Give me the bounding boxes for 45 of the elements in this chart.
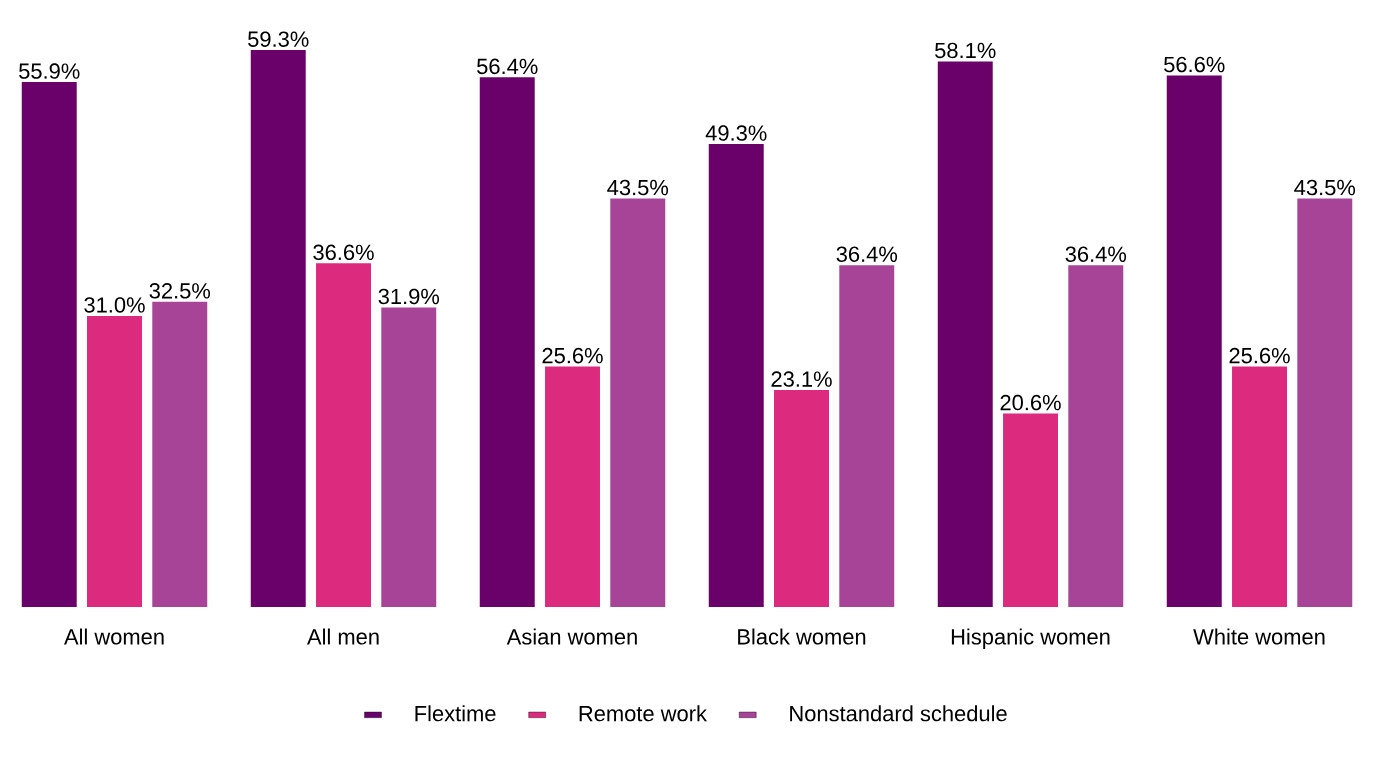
bar [708, 144, 764, 607]
data-label: 43.5% [607, 179, 669, 196]
data-label: 36.4% [836, 246, 898, 262]
data-label: 56.4% [477, 58, 538, 75]
bar [1232, 366, 1287, 607]
bar [316, 263, 371, 607]
bar [381, 307, 437, 607]
data-label: 59.3% [248, 31, 309, 47]
data-label: 20.6% [1000, 394, 1061, 411]
bar [479, 77, 535, 607]
bar [610, 198, 666, 607]
data-label: 23.1% [771, 371, 832, 387]
x-tick-label: All women [64, 628, 164, 645]
bar [21, 82, 77, 607]
bar [937, 61, 993, 607]
data-label: 56.6% [1164, 56, 1225, 73]
data-label: 25.6% [1229, 347, 1290, 364]
x-tick-label: Asian women [506, 628, 637, 645]
x-tick-label: All men [307, 628, 379, 645]
x-tick-label: Black women [738, 628, 866, 645]
legend-label: Remote work [579, 705, 708, 722]
data-label: 58.1% [935, 42, 996, 59]
data-label: 31.0% [84, 297, 145, 313]
bar [152, 301, 208, 607]
x-tick-label: White women [1193, 628, 1325, 645]
data-label: 36.4% [1065, 246, 1127, 262]
bar [1166, 75, 1222, 607]
bar [250, 50, 306, 607]
bar [774, 390, 829, 607]
data-label: 36.6% [313, 244, 374, 261]
data-label: 25.6% [542, 347, 603, 364]
legend-label: Flextime [415, 705, 496, 722]
bar [1003, 413, 1058, 607]
bar [545, 366, 600, 607]
x-tick-label: Hispanic women [951, 628, 1110, 649]
data-label: 31.9% [378, 288, 440, 305]
legend-label: Nonstandard schedule [790, 705, 1007, 722]
data-label: 55.9% [19, 63, 80, 79]
data-label: 32.5% [149, 283, 211, 299]
bar [839, 265, 895, 607]
bar [1297, 198, 1353, 607]
data-label: 43.5% [1294, 179, 1356, 196]
data-label: 49.3% [705, 125, 767, 141]
bar [1068, 265, 1124, 607]
bar [87, 315, 142, 607]
